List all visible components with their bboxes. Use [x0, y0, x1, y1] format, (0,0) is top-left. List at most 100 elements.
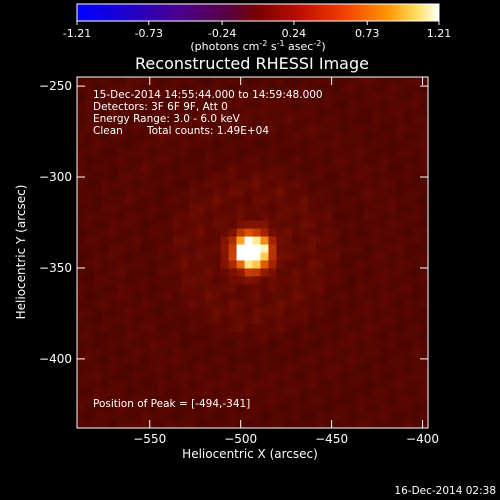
heatmap-cell: [140, 188, 150, 198]
heatmap-cell: [116, 228, 126, 237]
heatmap-cell: [84, 124, 94, 134]
heatmap-cell: [204, 348, 214, 357]
heatmap-cell: [132, 276, 142, 285]
heatmap-cell: [132, 108, 142, 118]
heatmap-cell: [380, 236, 389, 245]
heatmap-cell: [260, 332, 269, 341]
x-axis-ticks: −550 −500 −450 −400: [133, 77, 439, 446]
heatmap-cell: [292, 388, 301, 397]
heatmap-cell: [388, 92, 397, 102]
heatmap-cell: [244, 204, 253, 214]
heatmap-cell: [92, 148, 102, 158]
heatmap-cell: [132, 164, 142, 174]
heatmap-cell: [292, 180, 301, 190]
heatmap-cell: [252, 116, 261, 126]
heatmap-cell: [156, 132, 166, 142]
heatmap-cell: [308, 244, 317, 253]
heatmap-cell: [308, 316, 317, 325]
heatmap-cell: [260, 156, 269, 166]
heatmap-cell: [220, 388, 229, 397]
heatmap-cell: [140, 396, 150, 405]
colorbar-units-label: (photons cm-2 s-1 asec-2): [190, 39, 325, 53]
heatmap-cell: [348, 204, 357, 214]
heatmap-cell: [108, 77, 118, 86]
heatmap-cell: [244, 396, 253, 405]
heatmap-cell: [324, 244, 333, 253]
heatmap-cell: [84, 340, 94, 349]
heatmap-cell: [388, 148, 397, 158]
heatmap-cell: [276, 268, 285, 277]
heatmap-cell: [220, 156, 229, 166]
heatmap-cell: [356, 140, 365, 150]
heatmap-cell: [148, 388, 158, 397]
heatmap-cell: [396, 388, 405, 397]
heatmap-cell: [92, 132, 102, 142]
heatmap-cell: [172, 172, 182, 182]
heatmap-cell: [164, 156, 174, 166]
heatmap-cell: [172, 292, 182, 301]
heatmap-cell: [356, 388, 365, 397]
heatmap-cell: [348, 236, 357, 245]
heatmap-cell: [364, 252, 373, 261]
heatmap-cell: [276, 388, 285, 397]
heatmap-cell: [204, 220, 214, 229]
heatmap-cell: [116, 212, 126, 221]
heatmap-cell: [404, 364, 413, 373]
heatmap-cell: [244, 212, 253, 221]
heatmap-cell: [372, 308, 381, 317]
x-tick-label: −400: [406, 432, 439, 446]
heatmap-cell: [316, 220, 325, 229]
heatmap-cell: [316, 204, 325, 214]
heatmap-cell: [372, 268, 381, 277]
heatmap-cell: [380, 348, 389, 357]
heatmap-cell: [252, 77, 261, 86]
heatmap-cell: [268, 77, 277, 86]
heatmap-cell: [412, 380, 421, 389]
heatmap-cell: [156, 228, 166, 237]
heatmap-cell: [228, 100, 237, 110]
heatmap-cell: [172, 188, 182, 198]
heatmap-cell: [396, 396, 405, 405]
heatmap-cell: [348, 140, 357, 150]
heatmap-cell: [276, 77, 285, 86]
heatmap-cell: [148, 372, 158, 381]
heatmap-cell: [340, 204, 349, 214]
heatmap-cell: [324, 380, 333, 389]
heatmap-cell: [364, 116, 373, 126]
heatmap-cell: [412, 180, 421, 190]
heatmap-cell: [260, 228, 269, 237]
heatmap-cell: [156, 100, 166, 110]
heatmap-cell: [108, 92, 118, 102]
heatmap-cell: [268, 84, 277, 94]
heatmap-cell: [300, 300, 309, 309]
heatmap-cell: [124, 100, 134, 110]
heatmap-cell: [84, 132, 94, 142]
heatmap-cell: [140, 252, 150, 261]
heatmap-cell: [220, 412, 229, 421]
heatmap-cell: [372, 188, 381, 198]
heatmap-cell: [196, 132, 206, 142]
heatmap-cell: [340, 148, 349, 158]
heatmap-cell: [236, 156, 245, 166]
heatmap-cell: [332, 236, 341, 245]
heatmap-cell: [220, 204, 229, 214]
heatmap-cell: [204, 228, 214, 237]
heatmap-cell: [284, 292, 293, 301]
heatmap-cell: [172, 380, 182, 389]
heatmap-cell: [252, 372, 261, 381]
heatmap-cell: [308, 188, 317, 198]
heatmap-cell: [412, 124, 421, 134]
heatmap-cell: [308, 324, 317, 333]
heatmap-cell: [260, 116, 269, 126]
heatmap-cell: [164, 396, 174, 405]
heatmap-cell: [260, 140, 269, 150]
heatmap-cell: [380, 220, 389, 229]
heatmap-cell: [236, 92, 245, 102]
heatmap-cell: [204, 84, 214, 94]
heatmap-cell: [140, 180, 150, 190]
heatmap-cell: [204, 284, 214, 293]
heatmap-cell: [412, 252, 421, 261]
heatmap-cell: [324, 92, 333, 102]
heatmap-cell: [196, 164, 206, 174]
heatmap-cell: [404, 172, 413, 182]
